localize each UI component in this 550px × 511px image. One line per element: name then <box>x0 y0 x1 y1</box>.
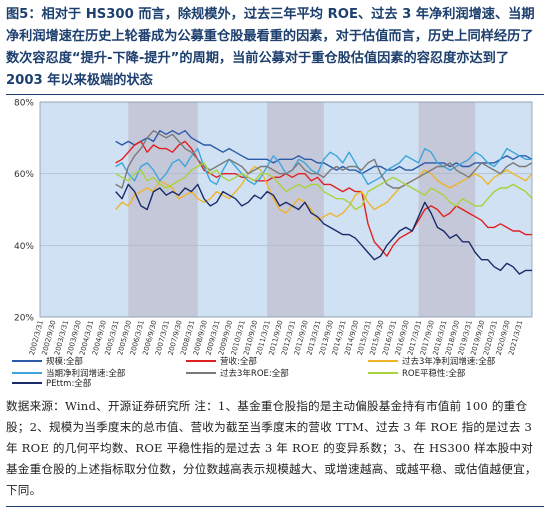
y-axis: 20% 40% 60% 80% <box>14 99 34 324</box>
shaded-period-0 <box>128 102 198 317</box>
series-line-4 <box>115 130 533 189</box>
series-line-3 <box>115 147 532 186</box>
y-tick-label: 80% <box>14 99 34 109</box>
series-line-0 <box>115 130 533 175</box>
legend-label: PEttm:全部 <box>46 378 92 389</box>
shaded-period-2 <box>418 102 476 317</box>
title-divider <box>6 94 544 95</box>
shaded-period-1 <box>267 102 324 317</box>
y-tick-label: 40% <box>14 242 34 252</box>
source-note: 数据来源：Wind、开源证券研究所 注：1、基金重仓股指的是主动偏股基金持有市值… <box>6 399 537 497</box>
legend-label: 过去3年净利润增速:全部 <box>402 356 496 367</box>
plot-area <box>39 101 533 318</box>
legend-label: 过去3年ROE:全部 <box>220 368 289 379</box>
legend-item: 规模:全部 <box>12 356 83 367</box>
legend-item: 营收:全部 <box>186 356 257 367</box>
legend-item: 当期净利润增速:全部 <box>12 368 126 379</box>
y-tick-label: 60% <box>14 170 34 180</box>
x-axis: 2002/3/312002/9/302003/3/312003/9/302004… <box>28 319 524 356</box>
series-line-1 <box>115 140 532 257</box>
legend-item: 过去3年ROE:全部 <box>186 368 289 379</box>
legend-label: 营收:全部 <box>220 356 257 367</box>
series-line-6 <box>115 183 532 275</box>
legend-label: ROE平稳性:全部 <box>402 368 466 379</box>
series-line-2 <box>115 165 533 221</box>
legend-item: PEttm:全部 <box>12 378 92 389</box>
legend-item: 过去3年净利润增速:全部 <box>368 356 496 367</box>
legend-label: 规模:全部 <box>46 356 83 367</box>
legend-label: 当期净利润增速:全部 <box>46 368 126 379</box>
y-tick-label: 20% <box>14 314 34 324</box>
bottom-divider <box>6 506 544 507</box>
series-lines <box>115 130 533 275</box>
line-chart: 20% 40% 60% 80% 2002/3/312002/9/302003/3/31… <box>12 99 533 389</box>
legend-item: ROE平稳性:全部 <box>368 368 466 379</box>
plot-frame <box>39 101 533 318</box>
figure-title: 图5：相对于 HS300 而言，除规模外，过去三年平均 ROE、过去 3 年净利… <box>6 7 535 88</box>
series-line-5 <box>115 162 533 211</box>
